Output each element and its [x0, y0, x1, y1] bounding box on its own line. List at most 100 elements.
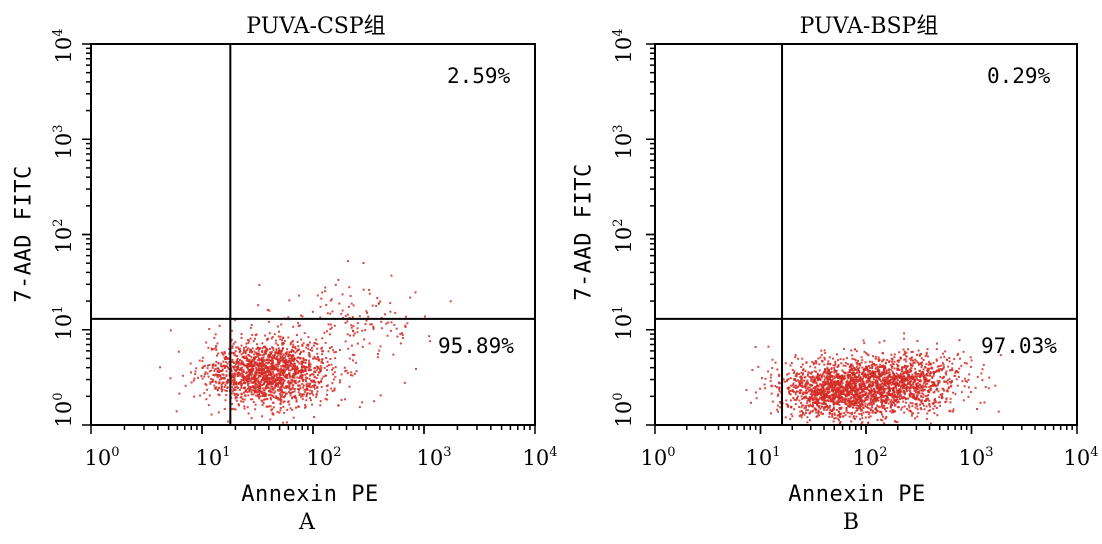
scatter-point — [805, 389, 808, 392]
scatter-point — [316, 347, 319, 350]
scatter-point — [241, 373, 244, 376]
scatter-point — [876, 367, 879, 370]
scatter-point — [840, 406, 843, 409]
scatter-point — [275, 379, 278, 381]
scatter-point — [288, 386, 291, 389]
scatter-point — [286, 386, 289, 389]
scatter-point — [900, 376, 903, 379]
scatter-point — [922, 396, 924, 399]
scatter-point — [207, 404, 210, 407]
scatter-point — [243, 363, 246, 366]
scatter-point — [809, 393, 812, 396]
scatter-point — [332, 378, 335, 381]
scatter-point — [272, 396, 275, 399]
scatter-point — [837, 375, 839, 378]
scatter-point — [311, 385, 314, 387]
scatter-point — [287, 391, 290, 393]
scatter-point — [816, 392, 819, 394]
scatter-point — [871, 411, 874, 414]
scatter-point — [806, 399, 809, 402]
scatter-point — [898, 377, 901, 380]
scatter-point — [890, 387, 893, 390]
scatter-point — [957, 371, 960, 374]
scatter-point — [258, 392, 261, 395]
scatter-point — [177, 350, 180, 353]
scatter-point — [277, 347, 280, 350]
scatter-point — [745, 389, 748, 391]
scatter-point — [278, 376, 281, 379]
scatter-point — [946, 382, 949, 385]
scatter-point — [920, 362, 923, 364]
scatter-point — [237, 403, 240, 406]
scatter-point — [291, 358, 294, 361]
scatter-point — [945, 400, 948, 403]
scatter-point — [275, 396, 278, 399]
scatter-point — [204, 371, 207, 374]
x-tick-label: 103 — [416, 445, 452, 470]
scatter-point — [925, 363, 928, 366]
scatter-point — [341, 293, 344, 296]
scatter-point — [236, 357, 239, 360]
scatter-point — [280, 383, 282, 385]
scatter-point — [268, 332, 271, 335]
scatter-point — [948, 386, 950, 389]
scatter-point — [318, 381, 320, 384]
scatter-point — [867, 421, 870, 424]
scatter-point — [227, 378, 229, 381]
scatter-point — [856, 401, 859, 404]
scatter-point — [858, 401, 860, 404]
scatter-point — [857, 379, 859, 382]
scatter-point — [850, 393, 853, 396]
scatter-point — [817, 409, 820, 412]
scatter-point — [269, 396, 272, 399]
scatter-point — [793, 390, 796, 393]
scatter-point — [877, 372, 880, 375]
scatter-point — [236, 366, 239, 368]
scatter-point — [268, 379, 271, 382]
scatter-point — [843, 374, 846, 377]
scatter-point — [296, 350, 298, 353]
scatter-point — [914, 386, 917, 389]
scatter-point — [831, 410, 834, 413]
scatter-point — [294, 347, 297, 350]
scatter-point — [271, 358, 274, 360]
scatter-point — [285, 373, 288, 376]
panel-b: PUVA-BSP组 0.29% 97.03% 7-AAD FITC Annexi… — [551, 0, 1102, 544]
scatter-point — [257, 388, 259, 391]
scatter-point — [389, 329, 392, 332]
scatter-point — [907, 386, 910, 389]
scatter-point — [224, 399, 227, 402]
scatter-point — [305, 387, 308, 390]
scatter-point — [302, 359, 305, 362]
scatter-point — [217, 411, 220, 414]
quadrant-upper-right-pct-b: 0.29% — [987, 64, 1051, 88]
scatter-point — [253, 377, 256, 380]
scatter-point — [283, 370, 286, 373]
scatter-point — [847, 405, 850, 407]
scatter-point — [237, 362, 240, 365]
scatter-point — [879, 410, 881, 413]
scatter-point — [272, 366, 275, 369]
scatter-point — [261, 358, 264, 361]
scatter-point — [851, 354, 854, 357]
scatter-point — [813, 396, 816, 399]
scatter-point — [816, 390, 818, 393]
scatter-point — [909, 402, 912, 405]
scatter-point — [824, 394, 827, 397]
scatter-point — [840, 396, 843, 398]
scatter-point — [904, 370, 907, 373]
scatter-point — [841, 375, 844, 378]
scatter-point — [811, 405, 814, 408]
scatter-point — [849, 391, 852, 394]
scatter-point — [223, 386, 226, 388]
scatter-point — [891, 365, 894, 368]
scatter-point — [250, 324, 253, 326]
scatter-point — [232, 351, 234, 354]
scatter-point — [822, 371, 825, 374]
scatter-point — [242, 351, 245, 354]
scatter-point — [255, 378, 258, 380]
scatter-point — [387, 321, 390, 324]
scatter-point — [836, 402, 839, 404]
scatter-point — [837, 417, 840, 420]
scatter-point — [246, 363, 249, 366]
